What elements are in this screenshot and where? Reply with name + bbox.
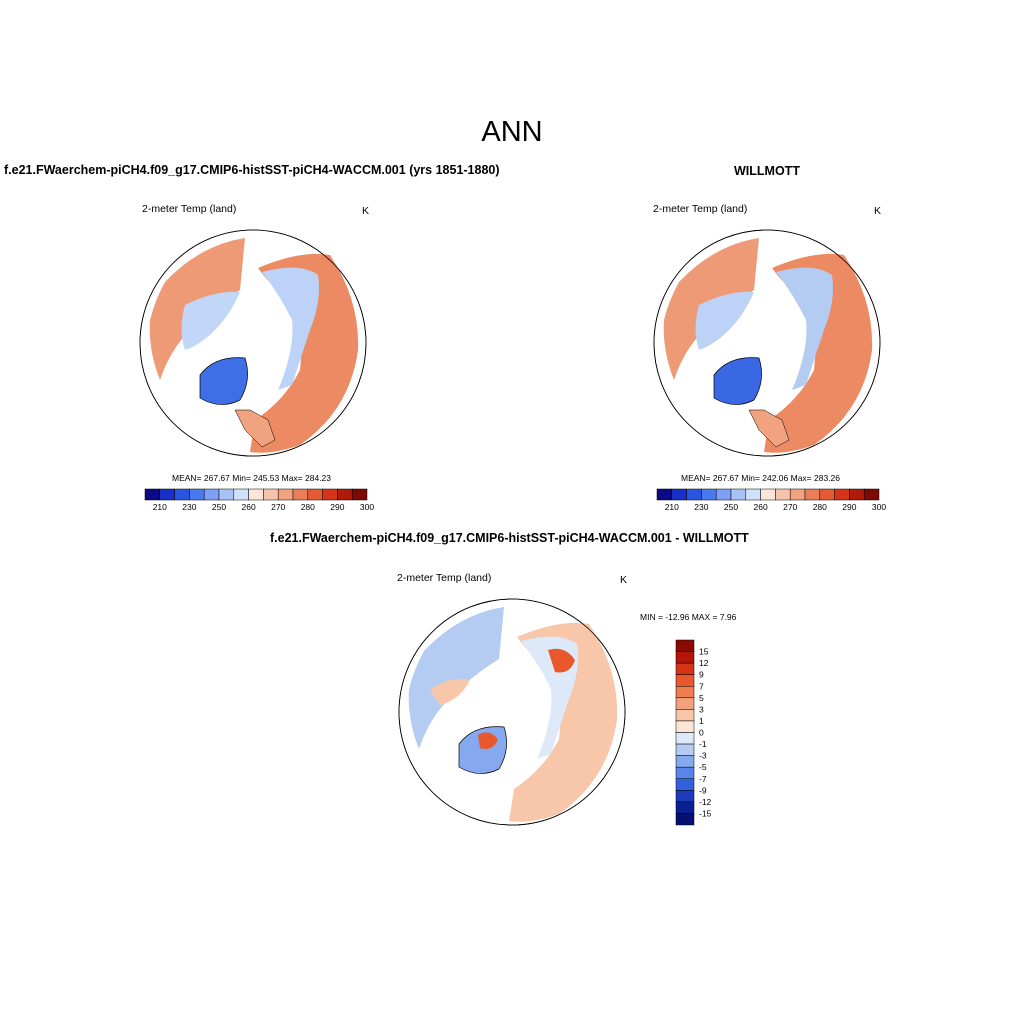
colorbar-swatch <box>675 639 695 652</box>
colorbar-swatch <box>775 488 791 501</box>
colorbar-swatch <box>218 488 235 501</box>
colorbar-tick-label: 3 <box>699 704 704 714</box>
colorbar-tick-label: 280 <box>301 502 315 512</box>
panel1-title: f.e21.FWaerchem-piCH4.f09_g17.CMIP6-hist… <box>4 163 500 177</box>
colorbar-swatch <box>671 488 687 501</box>
colorbar-tick-label: 260 <box>242 502 256 512</box>
panel1-stats: MEAN= 267.67 Min= 245.53 Max= 284.23 <box>172 473 332 483</box>
colorbar-swatch <box>686 488 702 501</box>
panel2-stats: MEAN= 267.67 Min= 242.06 Max= 283.26 <box>681 473 841 483</box>
colorbar-swatch <box>675 651 695 664</box>
map-panel-1 <box>139 229 367 457</box>
colorbar-swatch <box>804 488 821 501</box>
colorbar-swatch <box>248 488 264 501</box>
colorbar-tick-label: -15 <box>699 808 712 818</box>
panel2-title: WILLMOTT <box>734 164 800 178</box>
colorbar-swatch <box>675 743 695 756</box>
colorbar-swatch <box>322 488 338 501</box>
colorbar-tick-label: 1 <box>699 716 704 726</box>
colorbar-tick-label: -5 <box>699 762 707 772</box>
colorbar-swatch <box>233 488 249 501</box>
panel1-variable: 2-meter Temp (land) <box>142 203 237 215</box>
colorbar-swatch <box>675 720 695 733</box>
colorbar-tick-label: 270 <box>783 502 797 512</box>
colorbar-swatch <box>675 686 695 699</box>
colorbar-tick-label: 270 <box>271 502 285 512</box>
season-title: ANN <box>481 116 543 148</box>
colorbar-swatch <box>675 778 695 791</box>
panel3-variable: 2-meter Temp (land) <box>397 572 492 584</box>
colorbar-tick-label: 300 <box>360 502 374 512</box>
colorbar-swatch <box>834 488 850 501</box>
colorbar-tick-label: 12 <box>699 658 709 668</box>
colorbar-tick-label: -1 <box>699 739 707 749</box>
colorbar-tick-label: 250 <box>212 502 226 512</box>
colorbar-swatch <box>789 488 806 501</box>
colorbar-tick-label: 7 <box>699 681 704 691</box>
colorbar-panel-2: 210 230 250 260 270 280 290 300 <box>656 488 886 512</box>
colorbar-swatch <box>730 488 747 501</box>
colorbar-swatch <box>675 790 695 803</box>
colorbar-tick-label: 210 <box>665 502 679 512</box>
colorbar-tick-label: 210 <box>153 502 167 512</box>
colorbar-swatch <box>351 488 368 501</box>
panel2-variable: 2-meter Temp (land) <box>653 203 748 215</box>
colorbar-panel-1: 210 230 250 260 270 280 290 300 <box>144 488 374 512</box>
colorbar-tick-label: 250 <box>724 502 738 512</box>
colorbar-swatch <box>174 488 190 501</box>
panel3-units: K <box>620 574 628 586</box>
colorbar-swatch <box>203 488 220 501</box>
colorbar-swatch <box>819 488 835 501</box>
colorbar-tick-label: 5 <box>699 693 704 703</box>
colorbar-swatch <box>656 488 673 501</box>
colorbar-tick-label: 300 <box>872 502 886 512</box>
panel3-stats: MIN = -12.96 MAX = 7.96 <box>640 612 737 622</box>
colorbar-swatch <box>745 488 761 501</box>
colorbar-tick-label: -9 <box>699 785 707 795</box>
colorbar-swatch <box>715 488 732 501</box>
colorbar-swatch <box>675 813 695 826</box>
colorbar-swatch <box>849 488 865 501</box>
colorbar-swatch <box>675 801 695 814</box>
panel3-title: f.e21.FWaerchem-piCH4.f09_g17.CMIP6-hist… <box>270 531 749 545</box>
colorbar-swatch <box>675 662 695 675</box>
colorbar-swatch <box>675 674 695 687</box>
colorbar-tick-label: 0 <box>699 728 704 738</box>
colorbar-swatch <box>263 488 279 501</box>
colorbar-swatch <box>675 766 695 779</box>
colorbar-tick-label: 9 <box>699 670 704 680</box>
colorbar-tick-label: -7 <box>699 774 707 784</box>
colorbar-tick-label: -12 <box>699 797 712 807</box>
colorbar-swatch <box>159 488 175 501</box>
colorbar-swatch <box>307 488 323 501</box>
colorbar-tick-label: 230 <box>694 502 708 512</box>
colorbar-swatch <box>144 488 161 501</box>
colorbar-tick-label: -3 <box>699 751 707 761</box>
colorbar-tick-label: 290 <box>330 502 344 512</box>
colorbar-swatch <box>863 488 880 501</box>
colorbar-swatch <box>292 488 309 501</box>
colorbar-tick-label: 280 <box>813 502 827 512</box>
colorbar-swatch <box>675 732 695 745</box>
colorbar-tick-label: 230 <box>182 502 196 512</box>
colorbar-swatch <box>701 488 717 501</box>
colorbar-swatch <box>760 488 776 501</box>
colorbar-tick-label: 260 <box>754 502 768 512</box>
colorbar-swatch <box>675 697 695 710</box>
map-panel-2 <box>653 229 881 457</box>
colorbar-swatch <box>675 755 695 768</box>
colorbar-swatch <box>675 709 695 722</box>
colorbar-swatch <box>277 488 294 501</box>
colorbar-swatch <box>189 488 205 501</box>
panel2-units: K <box>874 205 882 217</box>
panel1-units: K <box>362 205 370 217</box>
colorbar-tick-label: 290 <box>842 502 856 512</box>
colorbar-swatch <box>337 488 353 501</box>
map-panel-3 <box>398 598 626 826</box>
colorbar-tick-label: 15 <box>699 647 709 657</box>
